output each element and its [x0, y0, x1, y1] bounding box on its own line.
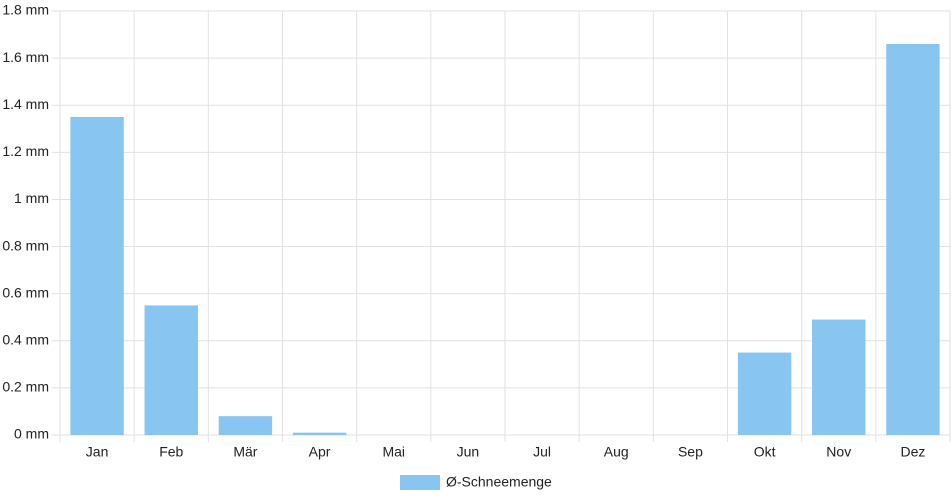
- y-tick-label: 1.6 mm: [2, 49, 49, 65]
- x-tick-label: Nov: [826, 444, 851, 460]
- bar: [218, 416, 273, 435]
- x-tick-label: Feb: [159, 444, 183, 460]
- y-tick-label: 0.6 mm: [2, 284, 49, 300]
- x-tick-label: Jul: [533, 444, 551, 460]
- bar: [812, 319, 866, 435]
- x-tick-label: Apr: [309, 444, 331, 460]
- y-tick-label: 0.2 mm: [2, 379, 49, 395]
- y-tick-label: 0 mm: [14, 426, 49, 442]
- y-tick-label: 0.4 mm: [2, 331, 49, 347]
- x-tick-label: Okt: [754, 444, 776, 460]
- x-tick-label: Jun: [457, 444, 480, 460]
- y-tick-label: 1.4 mm: [2, 96, 49, 112]
- x-tick-label: Jan: [86, 444, 109, 460]
- legend-label: Ø-Schneemenge: [446, 474, 552, 490]
- bar: [886, 43, 940, 435]
- x-tick-label: Mär: [233, 444, 257, 460]
- y-tick-label: 1 mm: [14, 190, 49, 206]
- bar: [292, 432, 347, 435]
- y-tick-label: 1.2 mm: [2, 143, 49, 159]
- legend-swatch: [400, 475, 440, 490]
- x-tick-label: Mai: [382, 444, 405, 460]
- y-tick-label: 0.8 mm: [2, 237, 49, 253]
- bar: [70, 117, 124, 435]
- x-tick-label: Sep: [678, 444, 703, 460]
- y-tick-label: 1.8 mm: [2, 2, 49, 18]
- bar: [144, 305, 198, 435]
- x-tick-label: Aug: [604, 444, 629, 460]
- x-tick-label: Dez: [900, 444, 925, 460]
- bar: [737, 352, 792, 435]
